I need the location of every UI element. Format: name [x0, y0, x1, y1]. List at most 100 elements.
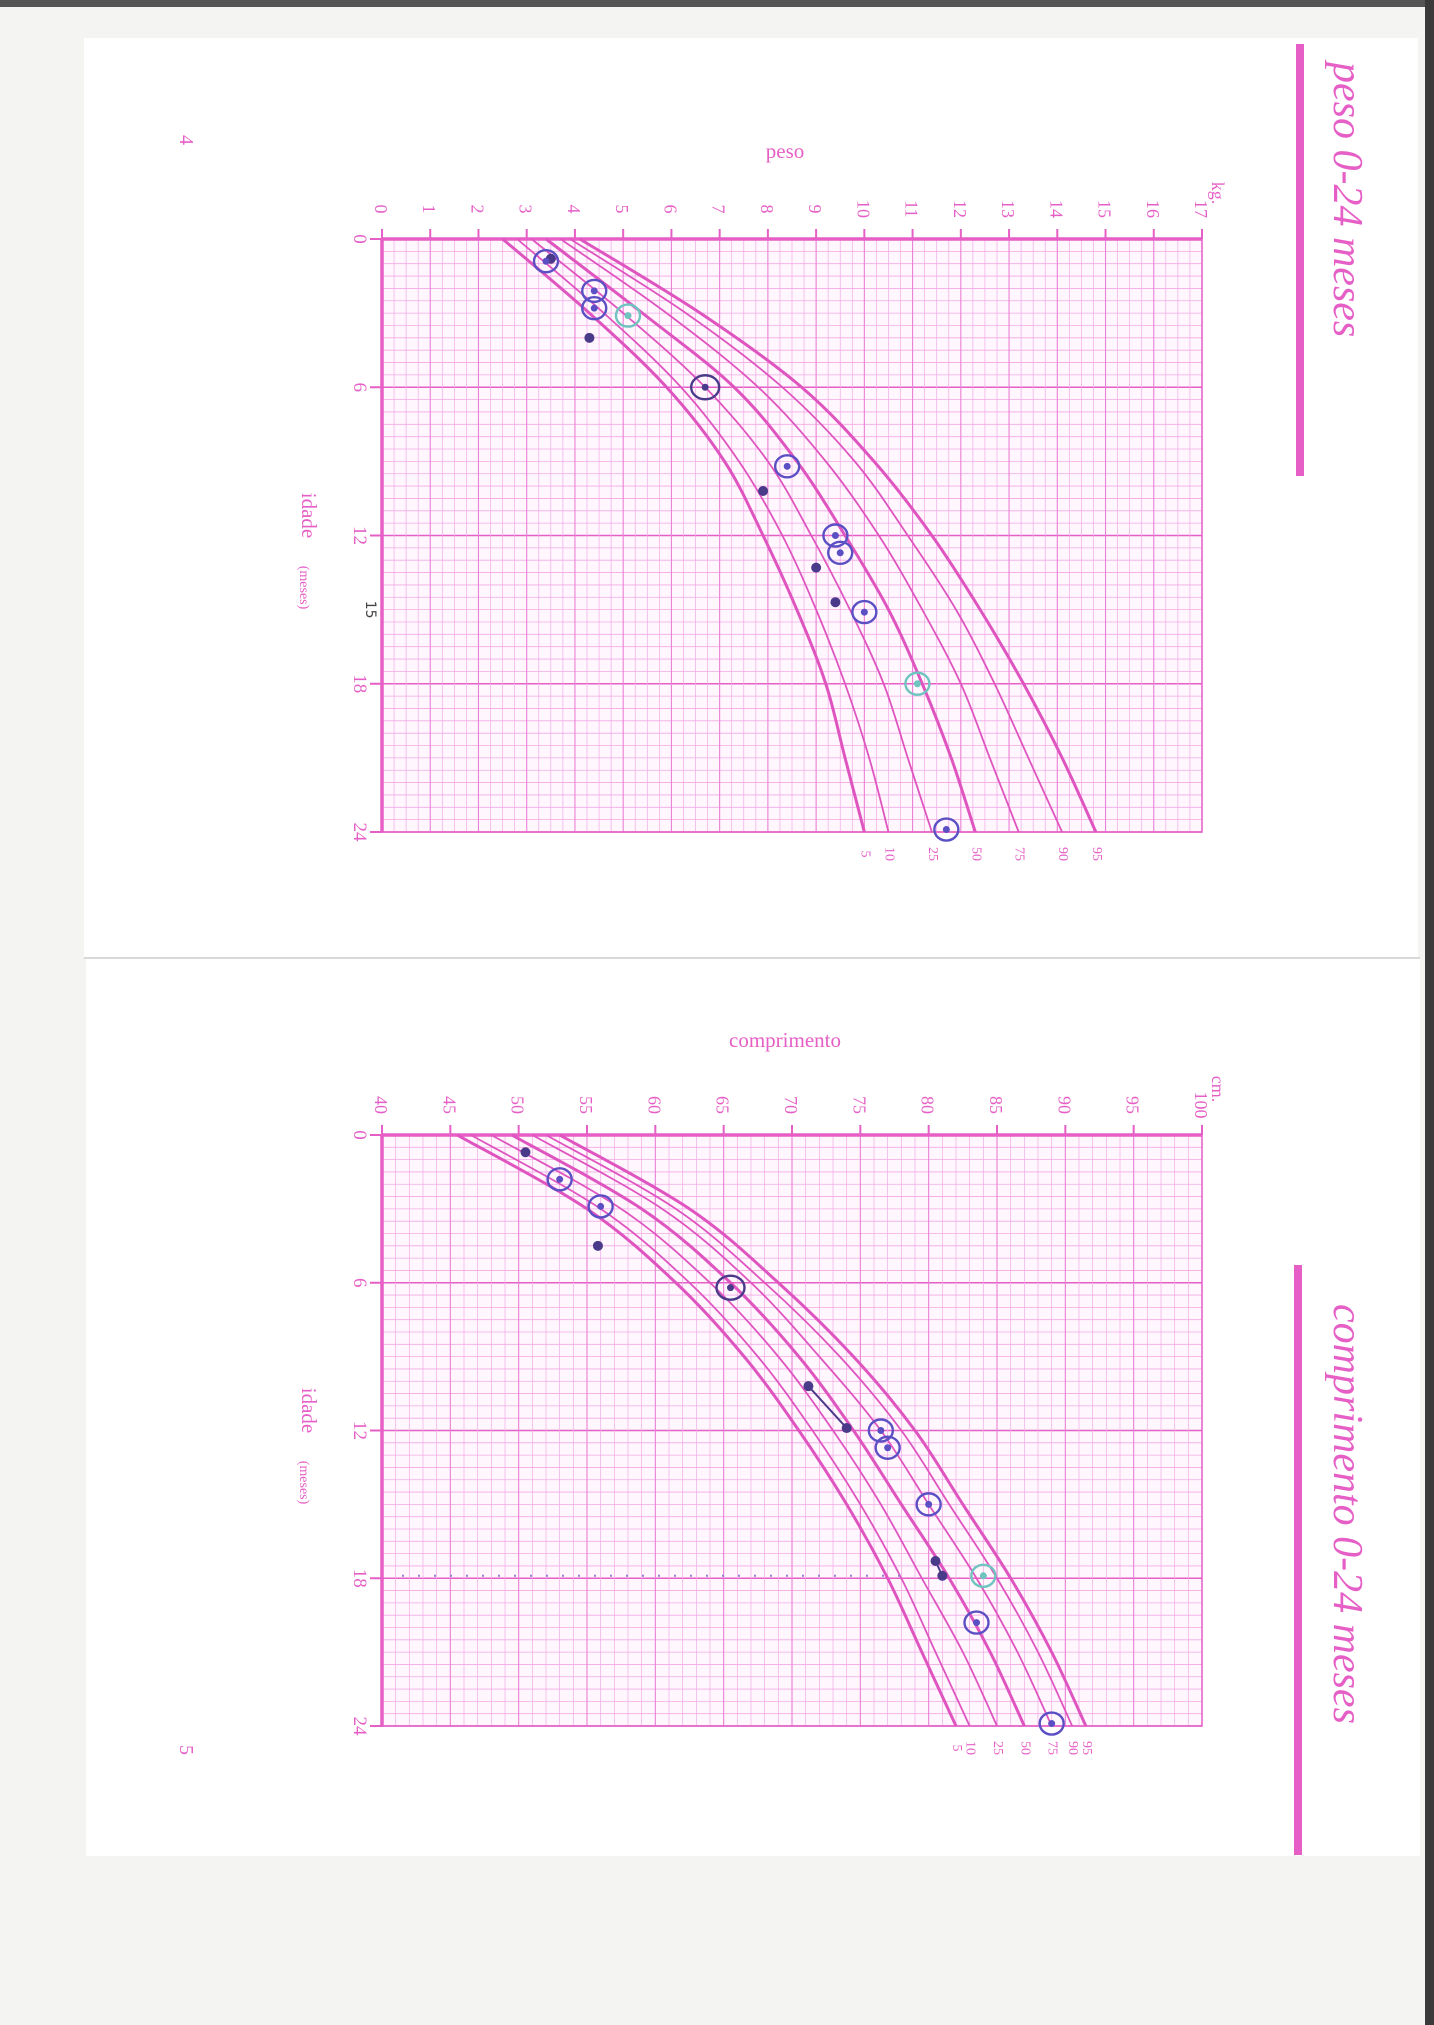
weight-percentile-10-label: 10 — [881, 847, 896, 861]
length-value-tick-label: 55 — [576, 1096, 596, 1114]
length-percentile-50-label: 50 — [1017, 1741, 1032, 1755]
weight-value-tick-label: 6 — [660, 205, 680, 214]
length-measurement-ring — [874, 1435, 901, 1460]
weight-measurement-dot — [758, 486, 769, 497]
book-right-edge — [1425, 0, 1434, 2025]
length-measurement-dot — [937, 1570, 948, 1581]
length-value-unit: cm. — [1208, 1076, 1228, 1103]
weight-value-tick-label: 0 — [371, 205, 391, 214]
weight-measurement-ring-center — [701, 383, 709, 391]
length-value-tick-label: 65 — [713, 1096, 733, 1114]
length-percentile-95-label: 95 — [1079, 1741, 1094, 1755]
weight-value-tick-label: 8 — [757, 205, 777, 214]
length-chart-title: comprimento — [729, 1028, 841, 1052]
length-measurement-ring — [963, 1610, 990, 1635]
weight-age-tick-label: 6 — [349, 383, 370, 393]
length-percentile-25-label: 25 — [990, 1741, 1005, 1755]
length-chart: 40 45 50 55 60 65 70 75 80 85 90 95 100cm.06121824id… — [296, 1076, 1228, 1755]
length-grid — [381, 1134, 1203, 1727]
length-age-tick-label: 0 — [349, 1130, 370, 1140]
length-measurement-dot — [841, 1423, 852, 1434]
weight-age-tick-label: 18 — [349, 674, 370, 693]
length-value-tick-label: 70 — [781, 1096, 801, 1114]
length-value-tick-label: 95 — [1123, 1096, 1143, 1114]
length-side-title: comprimento 0-24 meses — [1324, 1304, 1370, 1724]
weight-age-tick-label: 12 — [349, 526, 370, 545]
length-measurement-ring — [970, 1563, 997, 1588]
length-age-axis-unit: (meses) — [296, 1461, 311, 1505]
length-side-title-bar — [1294, 1265, 1302, 1855]
weight-percentile-95-curve — [578, 237, 1098, 833]
weight-measurement-ring — [773, 454, 801, 479]
length-measurement-ring — [715, 1274, 746, 1301]
weight-side-title: peso 0-24 meses — [1324, 59, 1370, 337]
length-percentile-25-curve — [490, 1134, 998, 1727]
length-measurement-ring-center — [979, 1572, 987, 1580]
length-value-tick-label: 100 — [1191, 1092, 1211, 1119]
length-value-tick-label: 50 — [508, 1096, 528, 1114]
weight-percentile-90-label: 90 — [1055, 847, 1070, 861]
weight-measurements — [532, 249, 960, 842]
weight-value-tick-label: 12 — [950, 200, 970, 218]
length-measurement-ring-center — [597, 1202, 605, 1210]
weight-percentile-95-label: 95 — [1089, 847, 1104, 861]
weight-value-tick-label: 14 — [1046, 200, 1066, 218]
weight-chart-title: peso — [766, 139, 805, 163]
length-measurement-ring-center — [727, 1284, 734, 1292]
weight-percentile-50-label: 50 — [968, 847, 983, 861]
length-page-number: 5 — [175, 1745, 197, 1755]
weight-percentile-5-curve — [501, 237, 866, 833]
weight-measurement-ring-center — [783, 462, 791, 470]
length-value-tick-label: 40 — [371, 1096, 391, 1114]
length-percentile-10-label: 10 — [963, 1741, 978, 1755]
length-age-axis-label: idade — [297, 1388, 321, 1433]
length-value-tick-label: 80 — [918, 1096, 938, 1114]
length-measurement-dot — [803, 1381, 814, 1392]
weight-measurement-dot — [811, 562, 822, 573]
length-percentile-75-curve — [531, 1134, 1053, 1727]
length-measurement-ring-center — [884, 1444, 892, 1452]
weight-measurement-ring-center — [542, 257, 550, 265]
weight-age-axis-unit: (meses) — [296, 566, 311, 610]
length-value-tick-label: 60 — [644, 1096, 664, 1114]
length-measurement-dot — [520, 1147, 531, 1158]
length-percentile-95-curve — [558, 1133, 1088, 1727]
length-percentile-5-label: 5 — [949, 1745, 964, 1752]
weight-value-tick-label: 5 — [612, 205, 632, 214]
length-measurement-ring-center — [925, 1500, 933, 1508]
weight-measurement-ring-center — [860, 608, 868, 616]
weight-value-tick-label: 3 — [516, 205, 536, 214]
weight-percentile-90-curve — [569, 238, 1063, 833]
weight-value-tick-label: 16 — [1143, 200, 1163, 218]
length-value-tick-label: 45 — [439, 1096, 459, 1114]
weight-measurement-ring — [689, 374, 721, 401]
weight-measurement-ring — [581, 295, 608, 321]
weight-percentile-25-label: 25 — [925, 847, 940, 861]
length-measurement-ring — [1038, 1711, 1065, 1736]
weight-measurement-dot — [584, 332, 595, 343]
length-measurement-ring — [546, 1167, 573, 1192]
weight-measurement-ring — [904, 671, 931, 696]
weight-percentile-75-label: 75 — [1012, 847, 1027, 861]
weight-measurement-ring-center — [836, 549, 844, 557]
weight-chart: 0 1 2 3 4 5 6 7 8 9 10 11 12 13 14 15 16 17kg.06121824ida… — [296, 182, 1228, 861]
length-value-tick-label: 75 — [849, 1096, 869, 1114]
weight-value-tick-label: 15 — [1095, 200, 1115, 218]
length-value-tick-label: 85 — [986, 1096, 1006, 1114]
length-connecting-segment — [807, 1385, 848, 1429]
weight-pencil-annotation: 15 — [362, 601, 378, 619]
weight-percentile-10-curve — [516, 238, 890, 833]
weight-measurement-dot — [830, 597, 841, 608]
length-percentile-90-label: 90 — [1065, 1741, 1080, 1755]
weight-measurement-ring — [614, 303, 642, 328]
length-measurement-ring-center — [973, 1619, 980, 1627]
weight-measurement-ring-center — [590, 287, 598, 295]
weight-value-tick-label: 13 — [998, 200, 1018, 218]
length-measurement-dot — [592, 1240, 603, 1251]
weight-measurement-ring-center — [590, 304, 598, 312]
weight-age-axis-label: idade — [297, 493, 321, 538]
length-value-tick-label: 90 — [1054, 1096, 1074, 1114]
length-measurement-dot — [930, 1556, 941, 1567]
length-percentile-5-curve — [456, 1133, 958, 1727]
